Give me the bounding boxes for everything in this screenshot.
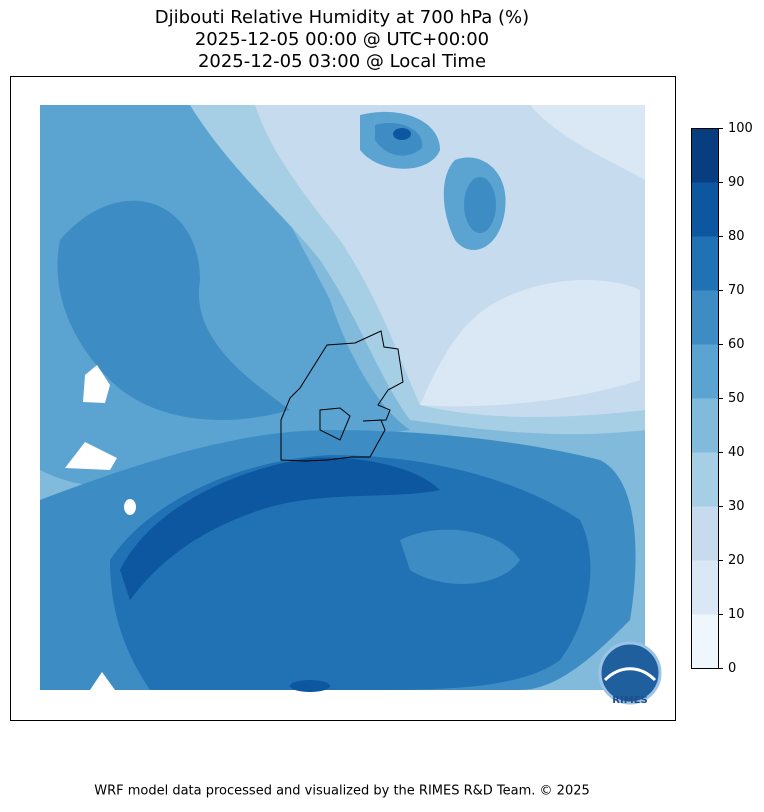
- map-field: [40, 105, 645, 692]
- logo-wave: [603, 667, 657, 682]
- colorbar-tick-label: 100: [728, 121, 753, 136]
- colorbar-tick-label: 40: [728, 445, 745, 460]
- contour: [57, 200, 290, 420]
- contour: [464, 177, 496, 233]
- contour: [420, 280, 640, 407]
- colorbar-band: [691, 560, 719, 615]
- missing-area: [65, 442, 117, 470]
- colorbar-band: [691, 506, 719, 561]
- colorbar-band: [691, 128, 719, 183]
- title-line: Djibouti Relative Humidity at 700 hPa (%…: [155, 7, 529, 28]
- title-line: 2025-12-05 03:00 @ Local Time: [198, 51, 486, 72]
- colorbar-band: [691, 236, 719, 291]
- logo: RIMES: [598, 641, 662, 706]
- contour: [400, 529, 520, 584]
- colorbar-band: [691, 344, 719, 399]
- colorbar-tick-label: 70: [728, 283, 745, 298]
- colorbar-tick-label: 50: [728, 391, 745, 406]
- missing-area: [83, 365, 110, 403]
- missing-area: [124, 499, 136, 515]
- colorbar-tick-label: 20: [728, 553, 745, 568]
- logo-label: RIMES: [612, 695, 647, 706]
- contour: [290, 680, 330, 692]
- colorbar-band: [691, 614, 719, 669]
- colorbar-tick-label: 90: [728, 175, 745, 190]
- colorbar: 0 10 20 30 40 50 60 70 80 90 100: [691, 121, 753, 676]
- contour: [393, 128, 411, 140]
- colorbar-band: [691, 452, 719, 507]
- colorbar-band: [691, 398, 719, 453]
- colorbar-band: [691, 290, 719, 345]
- colorbar-tick-label: 80: [728, 229, 745, 244]
- colorbar-tick-label: 30: [728, 499, 745, 514]
- colorbar-tick-label: 0: [728, 661, 736, 676]
- colorbar-frame: [691, 128, 719, 669]
- logo-badge: [598, 641, 662, 705]
- country-border: [280, 330, 404, 462]
- colorbar-tick-label: 60: [728, 337, 745, 352]
- missing-area: [90, 672, 115, 690]
- colorbar-band: [691, 182, 719, 237]
- contour: [120, 457, 440, 600]
- footer: WRF model data processed and visualized …: [94, 784, 590, 799]
- contour: [530, 105, 645, 180]
- colorbar-tick-label: 10: [728, 607, 745, 622]
- title-line: 2025-12-05 00:00 @ UTC+00:00: [195, 29, 489, 50]
